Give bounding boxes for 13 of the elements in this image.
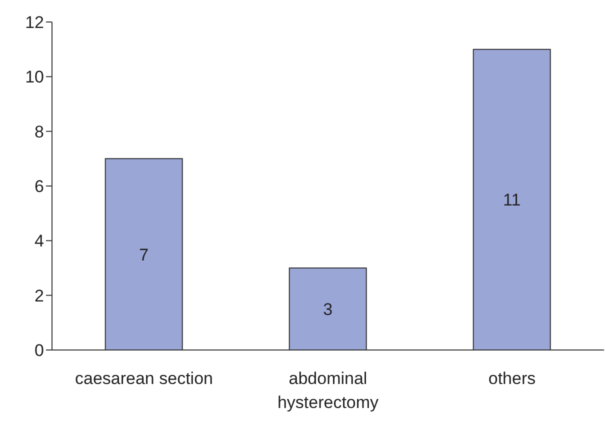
x-tick-label: abdominal hysterectomy <box>277 369 380 412</box>
x-tick-label: others <box>488 369 536 388</box>
x-tick-label: caesarean section <box>75 369 213 388</box>
data-label: 3 <box>323 300 333 320</box>
y-tick-label: 0 <box>34 341 44 360</box>
y-tick-label: 4 <box>34 232 44 251</box>
y-tick-label: 2 <box>34 286 44 306</box>
data-label: 11 <box>503 190 521 210</box>
data-label: 7 <box>139 245 149 264</box>
y-tick-label: 10 <box>25 68 44 87</box>
y-tick-label: 6 <box>34 177 44 196</box>
y-tick-label: 8 <box>34 122 44 142</box>
y-tick-label: 12 <box>25 13 44 32</box>
